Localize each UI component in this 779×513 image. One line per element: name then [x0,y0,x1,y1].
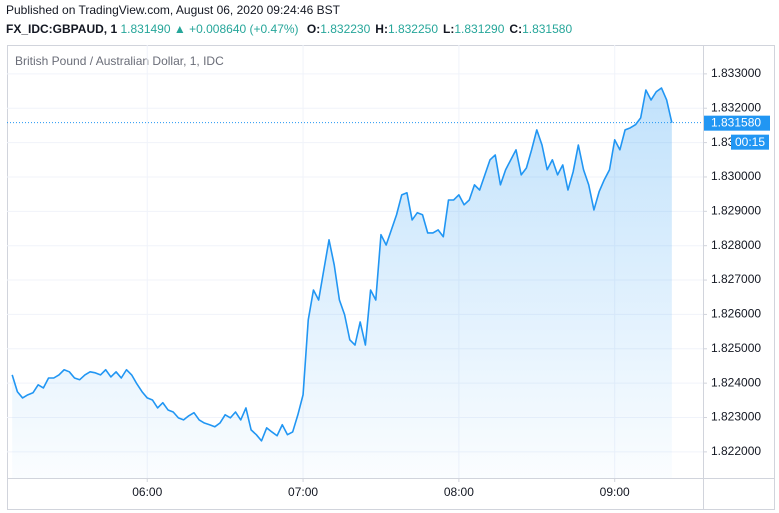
x-tick-label: 08:00 [444,485,474,499]
x-tick-label: 07:00 [288,485,318,499]
y-tick-label: 1.833000 [711,66,761,80]
price-line [11,87,673,442]
y-tick-label: 1.829000 [711,203,761,217]
y-tick-label: 1.823000 [711,410,761,424]
chart-title: British Pound / Australian Dollar, 1, ID… [15,54,224,68]
y-tick-label: 1.830000 [711,169,761,183]
ohlc-label: O: [306,22,321,36]
last-price-label: 1.831580 [711,115,761,129]
ohlc-label: H: [375,22,388,36]
ohlc-value: 1.831290 [454,22,505,36]
y-tick-label: 1.832000 [711,100,761,114]
y-tick-label: 1.824000 [711,375,761,389]
frame [7,45,775,510]
last-price-box [704,115,770,131]
publisher-line: Published on TradingView.com, August 06,… [6,3,341,17]
change: +0.008640 (+0.47%) [189,22,299,36]
y-tick-label: 1.827000 [711,272,761,286]
y-tick-label: 1.822000 [711,444,761,458]
y-tick-label: 1.825000 [711,341,761,355]
ohlc: O:1.832230 H:1.832250 L:1.831290 C:1.831580 [302,22,572,36]
x-tick-label: 09:00 [600,485,630,499]
last: 1.831490 [120,22,171,36]
area-fill [12,87,672,479]
up-arrow: ▲ [173,22,186,36]
ohlc-label: C: [509,22,523,36]
symbol-line: FX_IDC:GBPAUD, 1 1.831490 ▲ +0.008640 (+… [6,22,572,36]
symbol: FX_IDC:GBPAUD, 1 [6,22,118,36]
x-tick-label: 06:00 [132,485,162,499]
y-tick-label: 1.826000 [711,307,761,321]
y-tick-label: 1.828000 [711,238,761,252]
ohlc-value: 1.832230 [320,22,371,36]
ohlc-value: 1.831580 [522,22,573,36]
countdown-box [731,134,769,150]
countdown-label: 00:15 [735,135,765,149]
ohlc-label: L: [443,22,455,36]
ohlc-value: 1.832250 [387,22,439,36]
